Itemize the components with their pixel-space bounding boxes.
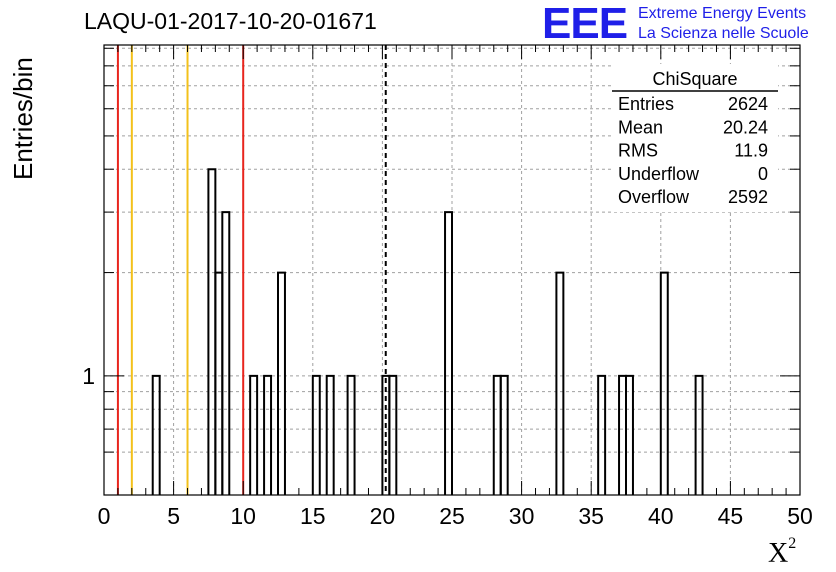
histogram-bin [499, 374, 509, 495]
x-tick-label: 45 [718, 503, 744, 529]
stats-label: Entries [618, 94, 674, 114]
histogram-bin [263, 374, 273, 495]
x-tick-label: 15 [300, 503, 326, 529]
stats-label: Underflow [618, 164, 700, 184]
y-tick-label: 1 [82, 363, 95, 389]
x-tick-label: 5 [167, 503, 180, 529]
stats-value: 0 [758, 164, 768, 184]
x-tick-label: 40 [648, 503, 674, 529]
histogram-bin [625, 374, 634, 495]
stats-label: Mean [618, 117, 663, 137]
stats-label: RMS [618, 141, 658, 161]
histogram-bin [492, 374, 502, 495]
histogram-bin [151, 374, 161, 495]
eee-logo: EEE [542, 0, 628, 48]
logo-line-2: La Scienza nelle Scuole [638, 25, 809, 42]
stats-box [612, 64, 778, 212]
x-tick-label: 25 [439, 503, 465, 529]
x-tick-label: 0 [98, 503, 111, 529]
stats-label: Overflow [618, 187, 690, 207]
x-tick-label: 20 [370, 503, 396, 529]
eee-logo-text: Extreme Energy Events La Scienza nelle S… [638, 4, 809, 44]
histogram-bin [659, 271, 669, 495]
stats-value: 2592 [728, 187, 768, 207]
histogram-bin [325, 374, 335, 495]
histogram-bin [694, 374, 704, 495]
chart-title: LAQU-01-2017-10-20-01671 [84, 8, 377, 34]
histogram-bin [444, 211, 453, 495]
logo-line-1: Extreme Energy Events [638, 5, 807, 22]
histogram-bin [555, 271, 565, 495]
x-axis-label-sup: 2 [788, 534, 797, 552]
histogram-bin [618, 374, 627, 495]
histogram-bin [207, 168, 217, 495]
x-tick-label: 50 [787, 503, 813, 529]
histogram-bin [249, 374, 259, 495]
x-axis-label-main: Χ [768, 538, 789, 569]
stats-title: ChiSquare [652, 69, 737, 89]
histogram-bin [214, 271, 224, 495]
stats-value: 2624 [728, 94, 768, 114]
stats-value: 20.24 [723, 117, 768, 137]
histogram-bin [597, 374, 607, 495]
histogram-bin [346, 374, 356, 495]
x-tick-label: 30 [509, 503, 535, 529]
histogram-bin [221, 211, 231, 495]
histogram-bin [277, 271, 286, 495]
histogram-bin [388, 374, 398, 495]
histogram-bin [311, 374, 321, 495]
x-axis-label: Χ2 [768, 534, 797, 570]
x-tick-label: 10 [230, 503, 256, 529]
x-tick-label: 35 [578, 503, 604, 529]
stats-value: 11.9 [734, 141, 768, 161]
